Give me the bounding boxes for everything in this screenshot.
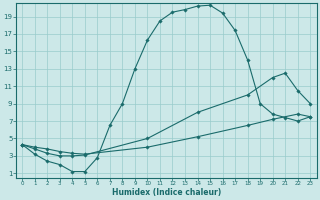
X-axis label: Humidex (Indice chaleur): Humidex (Indice chaleur) — [112, 188, 221, 197]
